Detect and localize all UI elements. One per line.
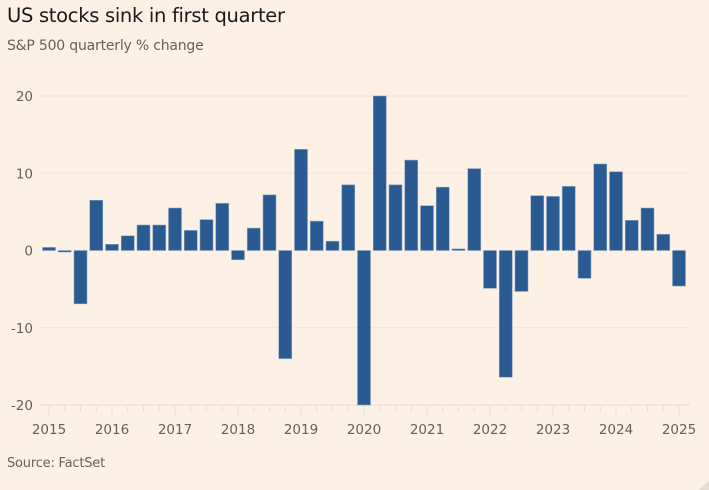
x-tick-label: 2020 <box>347 422 381 438</box>
bar <box>246 227 261 251</box>
bar <box>262 194 277 251</box>
bar <box>278 250 293 359</box>
bar <box>341 184 356 251</box>
source-note: Source: FactSet <box>7 456 106 471</box>
bar <box>152 224 167 251</box>
bar <box>183 230 198 251</box>
x-tick-label: 2025 <box>662 422 696 438</box>
y-tick-label: -20 <box>11 398 33 414</box>
y-tick-label: -10 <box>11 321 33 337</box>
y-tick-label: 10 <box>16 166 33 182</box>
chart-title: US stocks sink in first quarter <box>7 4 285 27</box>
bar <box>309 220 324 251</box>
bar <box>640 207 655 251</box>
x-tick-label: 2016 <box>95 422 129 438</box>
x-tick-label: 2019 <box>284 422 318 438</box>
bar <box>435 186 450 251</box>
x-tick-label: 2017 <box>158 422 192 438</box>
bar <box>609 171 623 251</box>
bar <box>120 235 135 251</box>
bar <box>42 247 56 251</box>
bar <box>420 205 434 251</box>
y-tick-label: 0 <box>24 244 33 260</box>
bar <box>136 224 151 251</box>
bar <box>89 199 104 251</box>
y-axis-tick-labels: 20 10 0 -10 -20 <box>11 89 33 414</box>
bar <box>498 250 513 378</box>
bar <box>105 244 119 251</box>
bar <box>624 220 639 251</box>
bar <box>57 250 72 253</box>
x-tick-label: 2015 <box>32 422 66 438</box>
bar <box>294 149 308 251</box>
resize-handle <box>699 480 709 490</box>
bar <box>483 250 497 289</box>
bar <box>514 250 529 292</box>
bar <box>215 203 230 251</box>
bar <box>357 250 371 406</box>
x-axis: 2015 2016 2017 2018 2019 2020 2021 2022 2023 2024… <box>32 404 696 438</box>
bar <box>530 195 545 251</box>
x-tick-label: 2023 <box>536 422 570 438</box>
bar <box>561 186 576 251</box>
chart-subtitle: S&P 500 quarterly % change <box>7 38 204 54</box>
bar <box>199 219 214 251</box>
bar <box>656 233 671 251</box>
x-tick-label: 2018 <box>221 422 255 438</box>
bar <box>231 250 245 261</box>
bar <box>672 250 686 287</box>
bars <box>42 95 686 406</box>
y-tick-label: 20 <box>16 89 33 105</box>
bar <box>546 196 560 251</box>
bar <box>168 207 182 251</box>
bar <box>388 184 403 251</box>
bar <box>372 95 387 251</box>
bar <box>404 159 419 251</box>
x-tick-label: 2022 <box>473 422 507 438</box>
bar <box>325 240 340 251</box>
bar <box>467 168 482 251</box>
x-tick-label: 2021 <box>410 422 444 438</box>
bar <box>451 248 466 251</box>
bar <box>73 250 88 305</box>
x-tick-label: 2024 <box>599 422 633 438</box>
bar <box>593 163 608 251</box>
bar <box>577 250 592 279</box>
